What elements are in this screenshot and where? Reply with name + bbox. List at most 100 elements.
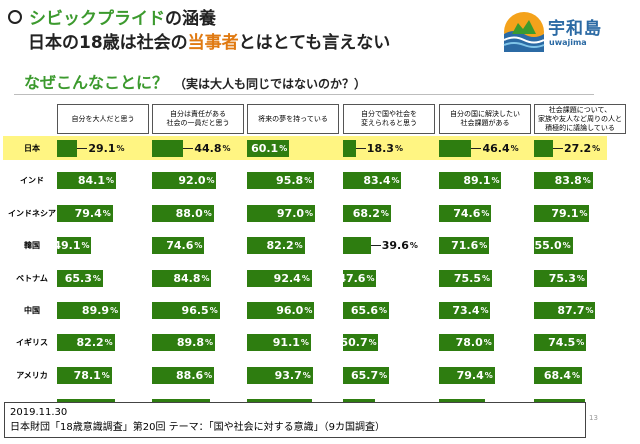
country-label: 日本	[24, 144, 40, 153]
bar	[439, 172, 502, 190]
bar	[343, 237, 371, 255]
value-number: 79.4	[456, 368, 484, 382]
bar-value-label: 39.6%	[382, 237, 418, 254]
bar	[152, 172, 217, 190]
value-number: 18.3	[366, 142, 394, 155]
subtitle-highlight: 当事者	[187, 33, 239, 53]
bar	[343, 302, 389, 319]
value-number: 96.0	[276, 304, 304, 317]
value-number: 74.5	[548, 336, 576, 350]
logo-text: 宇和島	[548, 19, 602, 39]
bar-value-label: 79.4%	[457, 367, 493, 384]
percent-sign: %	[481, 208, 490, 218]
bar-value-label: 68.2%	[353, 205, 389, 222]
percent-sign: %	[116, 144, 125, 153]
country-label: イギリス	[16, 338, 48, 348]
value-number: 79.1	[551, 206, 579, 220]
bar-value-label: 92.0%	[178, 172, 214, 189]
bar	[152, 204, 214, 222]
bar-value-label: 84.1%	[78, 172, 114, 189]
bar	[152, 237, 205, 255]
value-number: 29.1	[88, 142, 116, 155]
value-number: 78.0	[455, 336, 483, 350]
percent-sign: %	[576, 273, 585, 283]
value-number: 95.8	[276, 174, 304, 188]
bar	[247, 334, 311, 352]
leader-line	[355, 148, 366, 149]
percent-sign: %	[585, 306, 594, 315]
leader-line	[183, 148, 194, 149]
bar	[439, 302, 491, 319]
bar-value-label: 65.7%	[351, 367, 387, 384]
bar-value-label: 65.3%	[65, 270, 101, 287]
percent-sign: %	[480, 306, 489, 315]
country-label: アメリカ	[16, 370, 48, 380]
column-header: 自分の国に解決したい 社会課題がある	[439, 104, 531, 134]
bar	[439, 140, 472, 157]
bar	[534, 334, 587, 352]
percent-sign: %	[301, 273, 310, 283]
value-number: 60.1	[251, 142, 279, 155]
bar-value-label: 79.1%	[551, 205, 587, 222]
circle-bullet-icon	[8, 9, 22, 24]
percent-sign: %	[484, 370, 493, 380]
country-label: 中国	[24, 306, 40, 315]
value-number: 79.4	[74, 206, 102, 220]
value-number: 87.7	[557, 304, 585, 317]
bar-value-label: 97.0%	[277, 205, 313, 222]
value-number: 74.6	[453, 206, 481, 220]
bar	[247, 237, 305, 255]
value-number: 74.6	[166, 239, 194, 253]
percent-sign: %	[209, 306, 218, 315]
percent-sign: %	[204, 370, 213, 380]
bar-value-label: 84.8%	[173, 270, 209, 287]
bar	[343, 140, 356, 157]
bar	[534, 237, 573, 255]
column-header: 自分は責任がある 社会の一員だと思う	[152, 104, 244, 134]
section-heading: なぜこんなことに？ （実は大人も同じではないのか？）	[24, 69, 366, 93]
leader-line	[553, 148, 564, 149]
percent-sign: %	[562, 241, 571, 251]
percent-sign: %	[368, 338, 377, 348]
value-number: 49.1	[53, 239, 81, 253]
country-label: インド	[20, 176, 44, 186]
bar	[534, 366, 582, 384]
bar-value-label: 47.6%	[338, 270, 374, 287]
percent-sign: %	[391, 176, 400, 186]
bar-value-label: 87.7%	[557, 302, 593, 319]
percent-sign: %	[592, 144, 601, 153]
bar	[343, 172, 402, 190]
leader-line	[77, 148, 88, 149]
divider	[14, 94, 594, 95]
bar-value-label: 75.3%	[549, 270, 585, 287]
bar-value-label: 82.2%	[267, 237, 303, 254]
value-number: 89.1	[463, 174, 491, 188]
bar-value-label: 73.4%	[452, 302, 488, 319]
bar	[534, 204, 590, 222]
value-number: 73.4	[452, 304, 480, 317]
bar-value-label: 78.1%	[74, 367, 110, 384]
bar	[439, 334, 494, 352]
percent-sign: %	[222, 144, 231, 153]
subtitle-pre: 日本の18歳は社会の	[28, 33, 188, 53]
percent-sign: %	[92, 273, 101, 283]
leader-line	[471, 148, 482, 149]
value-number: 83.4	[363, 174, 391, 188]
value-number: 83.8	[554, 174, 582, 188]
bar	[57, 204, 113, 222]
bar	[439, 269, 492, 287]
bar	[57, 237, 92, 255]
percent-sign: %	[300, 338, 309, 348]
title-main: シビックプライド	[29, 9, 165, 29]
bar-value-label: 55.0%	[535, 237, 571, 254]
bar	[247, 302, 315, 319]
percent-sign: %	[572, 370, 581, 380]
percent-sign: %	[491, 176, 500, 186]
value-number: 84.1	[77, 174, 105, 188]
value-number: 92.0	[178, 174, 206, 188]
percent-sign: %	[304, 306, 313, 315]
percent-sign: %	[380, 208, 389, 218]
value-number: 88.0	[175, 206, 203, 220]
column-header: 社会課題について、 家族や友人など周りの人と 積極的に議論している	[534, 104, 626, 134]
percent-sign: %	[379, 370, 388, 380]
